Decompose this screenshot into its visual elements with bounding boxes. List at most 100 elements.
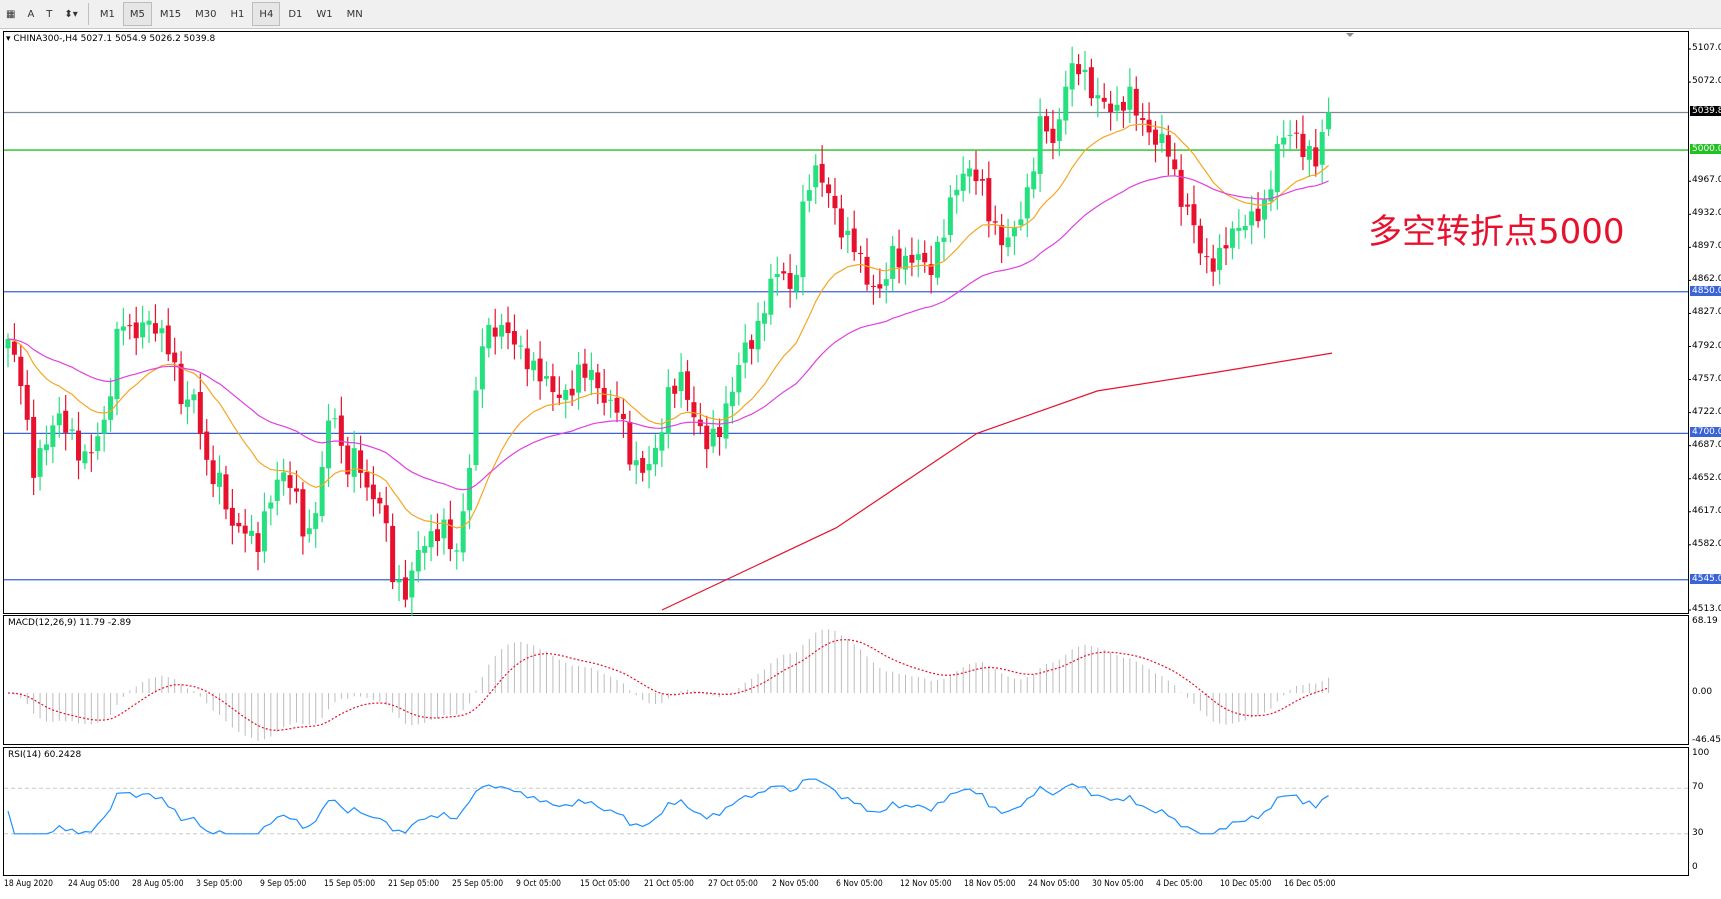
bull-candle — [1011, 227, 1017, 237]
bear-candle — [832, 195, 838, 209]
toolbar: ▦ A T ⬍▾ M1 M5 M15 M30 H1 H4 D1 W1 MN — [0, 0, 1721, 29]
bear-candle — [717, 427, 723, 438]
bear-candle — [992, 221, 998, 223]
bull-candle — [441, 519, 447, 539]
bull-candle — [1005, 237, 1011, 248]
bull-candle — [1069, 63, 1075, 90]
price-tick-label: 4827.0 — [1692, 307, 1721, 318]
bull-candle — [184, 399, 190, 407]
timeframe-m1[interactable]: M1 — [99, 8, 115, 20]
bear-candle — [691, 402, 697, 418]
bear-candle — [364, 472, 370, 488]
bear-candle — [24, 384, 30, 420]
bull-candle — [82, 451, 88, 464]
bear-candle — [358, 450, 364, 473]
bull-candle — [967, 168, 973, 177]
bear-candle — [293, 488, 299, 492]
bear-candle — [255, 533, 261, 552]
bear-candle — [1165, 135, 1171, 157]
bear-candle — [1191, 204, 1197, 226]
grid-tool-icon[interactable]: ▦ — [6, 8, 16, 20]
bull-candle — [486, 324, 492, 349]
bull-candle — [755, 320, 761, 350]
price-tick-label: 5072.0 — [1692, 76, 1721, 87]
bear-candle — [11, 341, 17, 355]
bear-candle — [402, 577, 408, 600]
bull-candle — [114, 328, 120, 399]
date-label: 21 Sep 05:00 — [388, 879, 440, 889]
bear-candle — [877, 284, 883, 289]
bull-candle — [1319, 132, 1325, 165]
date-label: 30 Nov 05:00 — [1092, 879, 1144, 889]
bull-candle — [1287, 134, 1293, 136]
date-label: 10 Dec 05:00 — [1220, 879, 1272, 889]
bear-candle — [287, 475, 293, 488]
bull-candle — [191, 394, 197, 401]
text-tool-button[interactable]: A — [27, 8, 35, 20]
timeframe-h4[interactable]: H4 — [252, 2, 281, 26]
bull-candle — [576, 364, 582, 393]
bull-candle — [774, 273, 780, 278]
arrows-tool-icon[interactable]: ⬍▾ — [64, 8, 78, 20]
timeframe-mn[interactable]: MN — [346, 8, 363, 20]
level-tag-4850.0: 4850.0 — [1690, 285, 1721, 296]
bull-candle — [806, 190, 812, 201]
bear-candle — [582, 363, 588, 378]
bear-candle — [18, 356, 24, 387]
timeframe-m5[interactable]: M5 — [122, 2, 152, 26]
bull-candle — [319, 466, 325, 516]
bear-candle — [909, 254, 915, 263]
timeframe-m15[interactable]: M15 — [159, 8, 182, 20]
bear-candle — [1133, 88, 1139, 116]
text-label-tool-button[interactable]: T — [46, 8, 53, 20]
date-label: 16 Dec 05:00 — [1284, 879, 1336, 889]
bull-candle — [813, 165, 819, 188]
date-label: 18 Nov 05:00 — [964, 879, 1016, 889]
level-tag-5000.0: 5000.0 — [1690, 144, 1721, 155]
price-tick-label: 4652.0 — [1692, 472, 1721, 483]
rsi-header: RSI(14) 60.2428 — [8, 750, 82, 760]
bear-candle — [640, 458, 646, 473]
rsi-panel[interactable] — [3, 747, 1689, 876]
bear-candle — [999, 225, 1005, 246]
bear-candle — [1153, 129, 1159, 145]
bear-candle — [1101, 97, 1107, 102]
price-chart-panel[interactable] — [3, 31, 1689, 614]
bull-candle — [742, 342, 748, 363]
divider — [87, 3, 89, 25]
timeframe-m30[interactable]: M30 — [195, 8, 217, 20]
level-tag-5039.8: 5039.8 — [1690, 106, 1721, 117]
macd-tick-label: 0.00 — [1692, 687, 1713, 697]
price-tick-label: 4513.0 — [1692, 604, 1721, 614]
bear-candle — [172, 352, 178, 363]
bull-candle — [274, 479, 280, 501]
price-tick-label: 4687.0 — [1692, 439, 1721, 450]
timeframe-h1[interactable]: H1 — [230, 8, 245, 20]
bull-candle — [665, 387, 671, 434]
bear-candle — [492, 327, 498, 337]
bull-candle — [1326, 112, 1332, 130]
date-label: 2 Nov 05:00 — [772, 879, 819, 889]
date-label: 24 Aug 05:00 — [68, 879, 120, 889]
bear-candle — [1210, 258, 1216, 272]
bull-candle — [108, 396, 114, 420]
bull-candle — [396, 579, 402, 583]
bear-candle — [345, 445, 351, 475]
bull-candle — [422, 546, 428, 553]
ma-fast-line — [7, 123, 1329, 529]
bear-candle — [1044, 116, 1050, 132]
bear-candle — [614, 397, 620, 413]
bear-candle — [864, 256, 870, 285]
bull-candle — [794, 274, 800, 292]
chart-header: ▾ CHINA300-,H4 5027.1 5054.9 5026.2 5039… — [6, 34, 216, 44]
bear-candle — [505, 322, 511, 334]
bear-candle — [858, 252, 864, 255]
bear-candle — [1294, 132, 1300, 134]
ma-mid-line — [7, 175, 1329, 491]
timeframe-w1[interactable]: W1 — [316, 8, 333, 20]
bull-candle — [768, 278, 774, 315]
timeframe-d1[interactable]: D1 — [288, 8, 303, 20]
date-label: 6 Nov 05:00 — [836, 879, 883, 889]
price-tick-label: 4757.0 — [1692, 373, 1721, 384]
bear-candle — [537, 358, 543, 382]
